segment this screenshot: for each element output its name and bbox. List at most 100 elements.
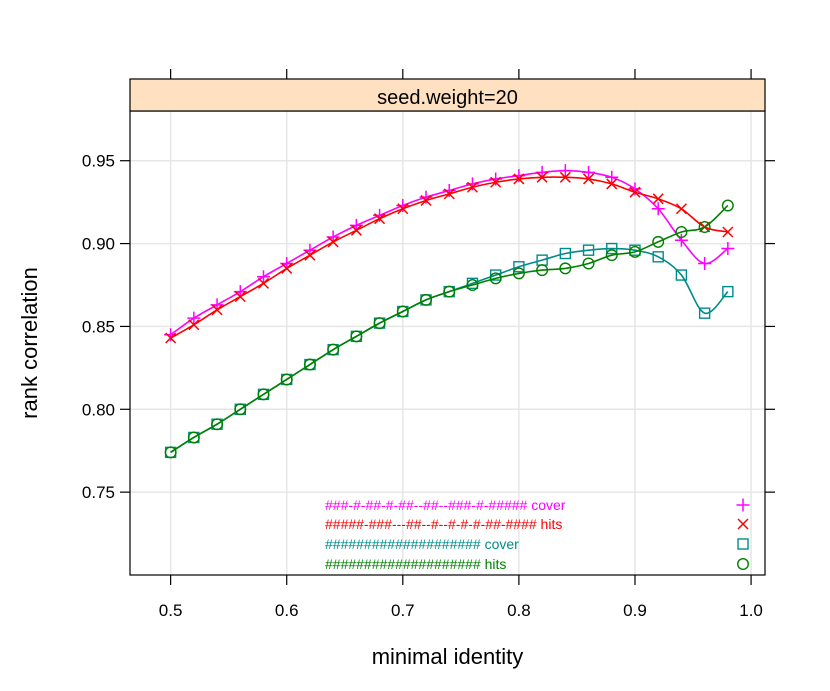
data-point-cross <box>443 188 455 200</box>
data-point-circle <box>628 245 641 258</box>
data-point-circle <box>350 330 363 343</box>
series-line-circle <box>170 204 729 454</box>
data-point-circle <box>559 262 572 275</box>
data-point-cross <box>374 213 386 225</box>
series-square <box>164 242 734 459</box>
data-point-cross <box>513 173 525 185</box>
data-point-circle <box>466 279 479 292</box>
y-tick-label: 0.90 <box>82 235 115 254</box>
data-point-cross <box>466 181 478 193</box>
y-tick-label: 0.95 <box>82 152 115 171</box>
data-point-circle <box>675 225 688 238</box>
x-axis-title: minimal identity <box>372 644 524 669</box>
series-circle <box>164 199 734 459</box>
data-point-cross <box>327 236 339 248</box>
data-point-circle <box>652 235 665 248</box>
legend-marker-cross <box>737 518 749 530</box>
data-point-circle <box>373 317 386 330</box>
y-tick-label: 0.85 <box>82 317 115 336</box>
data-point-plus <box>674 233 688 247</box>
data-point-circle <box>582 257 595 270</box>
data-point-cross <box>165 332 177 344</box>
data-point-circle <box>536 264 549 277</box>
data-point-circle <box>396 305 409 318</box>
data-point-cross <box>257 277 270 289</box>
data-point-circle <box>164 446 177 459</box>
legend-marker-plus <box>736 498 750 512</box>
series-cross <box>165 171 734 344</box>
data-point-square <box>559 247 572 260</box>
data-point-square <box>652 251 664 263</box>
data-point-circle <box>187 431 200 444</box>
data-point-cross <box>559 171 571 183</box>
x-tick-label: 1.0 <box>739 601 763 620</box>
data-point-cross <box>652 193 664 205</box>
data-point-cross <box>420 194 432 207</box>
y-tick-label: 0.75 <box>82 483 115 502</box>
data-point-cross <box>397 203 409 215</box>
data-point-cross <box>606 178 618 190</box>
ticks: 0.5 0.6 0.7 0.8 0.9 1.0 0.75 0.80 0.85 0.90 0.95 <box>82 69 775 620</box>
strip <box>129 78 766 112</box>
x-tick-label: 0.5 <box>159 601 183 620</box>
data-point-plus <box>558 164 572 178</box>
series-line-square <box>170 247 729 454</box>
data-point-cross <box>188 319 200 331</box>
data-point-square <box>698 307 711 319</box>
data-point-plus <box>651 202 665 216</box>
data-point-square <box>513 261 525 273</box>
data-point-circle <box>443 285 456 298</box>
data-point-circle <box>257 388 270 401</box>
data-point-square <box>675 269 688 281</box>
data-point-circle <box>512 267 525 280</box>
legend-marker-circle <box>737 558 750 571</box>
legend-label: #################### hits <box>325 556 506 572</box>
series-layer <box>164 164 735 459</box>
data-point-cross <box>629 186 641 198</box>
data-point-circle <box>420 293 433 306</box>
data-point-circle <box>280 373 293 386</box>
data-point-cross <box>304 249 316 261</box>
data-point-plus <box>257 270 271 284</box>
data-point-plus <box>582 165 596 179</box>
strip-label: seed.weight=20 <box>377 87 518 109</box>
data-point-cross <box>350 224 362 236</box>
y-axis-title: rank correlation <box>17 267 42 419</box>
data-point-circle <box>605 249 618 262</box>
data-point-square <box>582 244 595 256</box>
data-point-circle <box>721 199 734 212</box>
data-point-circle <box>327 343 340 356</box>
data-point-cross <box>675 203 687 215</box>
legend-label: #####-###---##--#--#-#-#-##-#### hits <box>325 516 562 532</box>
data-point-cross <box>281 262 293 274</box>
data-point-circle <box>234 403 247 416</box>
legend-label: ###-#-##-#-##--##--###-#-##### cover <box>325 497 566 513</box>
x-tick-label: 0.9 <box>623 601 647 620</box>
data-point-cross <box>234 291 246 303</box>
data-point-cross <box>490 176 502 188</box>
data-point-plus <box>698 256 712 270</box>
data-point-square <box>722 285 734 298</box>
series-line-cross <box>170 176 729 339</box>
x-tick-label: 0.8 <box>507 601 531 620</box>
legend-marker-square <box>737 538 749 550</box>
data-point-circle <box>303 358 316 371</box>
data-point-circle <box>489 272 502 285</box>
data-point-circle <box>698 220 711 233</box>
data-point-plus <box>721 242 735 256</box>
data-point-cross <box>536 171 548 183</box>
data-point-cross <box>211 304 223 316</box>
y-tick-label: 0.80 <box>82 400 115 419</box>
data-point-cross <box>722 226 734 238</box>
data-point-plus <box>605 170 619 184</box>
x-tick-label: 0.6 <box>275 601 299 620</box>
legend: ###-#-##-#-##--##--###-#-##### cover ####… <box>325 497 750 572</box>
data-point-circle <box>211 418 224 431</box>
data-point-cross <box>583 173 595 185</box>
legend-label: #################### cover <box>325 536 519 552</box>
data-point-square <box>606 242 618 255</box>
data-point-plus <box>187 311 201 325</box>
x-tick-label: 0.7 <box>391 601 415 620</box>
grid <box>130 111 765 575</box>
